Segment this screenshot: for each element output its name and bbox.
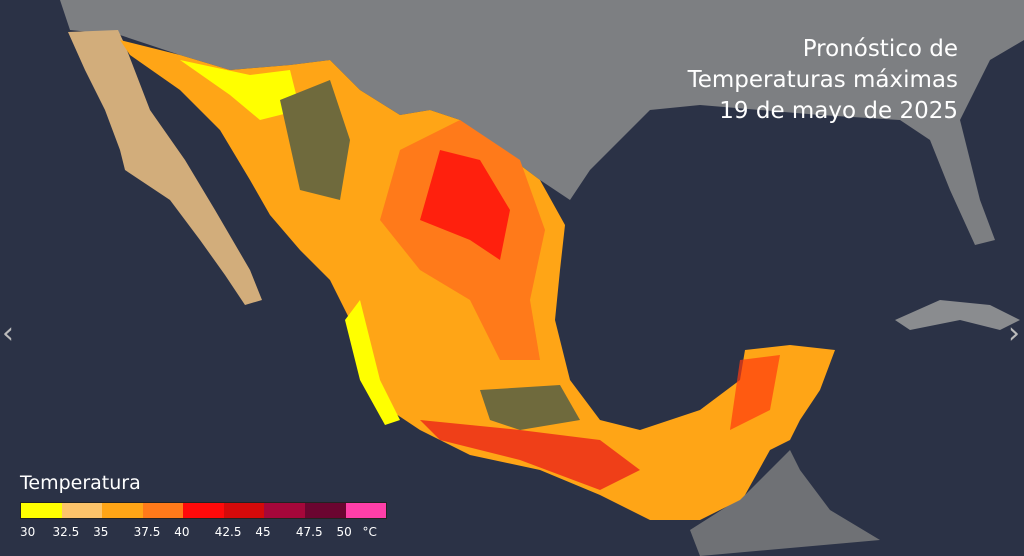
legend-tick: 32.5	[52, 525, 80, 539]
title-line-2: Temperaturas máximas	[687, 67, 958, 93]
yucatan-heat	[730, 355, 780, 430]
next-arrow-icon[interactable]: ›	[1008, 316, 1020, 351]
legend-title: Temperatura	[20, 472, 141, 494]
legend-tick: 30	[20, 525, 36, 539]
west-coast-yellow	[345, 300, 400, 425]
cool-coast	[180, 60, 300, 120]
legend-tick: 47.5	[295, 525, 323, 539]
central-america	[690, 450, 880, 556]
legend-swatch	[142, 503, 184, 518]
legend-tick: 45	[255, 525, 271, 539]
legend-swatch	[21, 503, 62, 518]
legend-swatch	[61, 503, 103, 518]
prev-arrow-icon[interactable]: ‹	[2, 316, 14, 351]
baja-california	[68, 30, 262, 305]
legend: Temperatura 30 32.5 35 37.5 40 42.5 45 47.5 50 °C	[20, 472, 420, 543]
cool-sierra	[280, 80, 350, 200]
legend-swatch	[183, 503, 224, 518]
legend-tick: 40	[174, 525, 190, 539]
legend-ticks: 30 32.5 35 37.5 40 42.5 45 47.5 50 °C	[20, 525, 420, 543]
legend-swatch	[345, 503, 387, 518]
legend-swatch	[223, 503, 265, 518]
legend-tick: 35	[93, 525, 109, 539]
legend-unit: °C	[362, 525, 377, 539]
title-line-3: 19 de mayo de 2025	[719, 98, 958, 124]
legend-colorbar	[20, 502, 387, 519]
legend-tick: 42.5	[214, 525, 242, 539]
usa-landmass	[60, 0, 1024, 245]
legend-swatch	[264, 503, 305, 518]
cuba	[895, 300, 1020, 330]
heat-zone-red	[420, 150, 510, 260]
heat-zone-south	[420, 420, 640, 490]
map-title: Pronóstico de Temperaturas máximas 19 de…	[688, 34, 958, 127]
legend-tick: 37.5	[133, 525, 161, 539]
heat-zone-north	[380, 120, 545, 360]
legend-swatch	[102, 503, 143, 518]
cool-highlands	[480, 385, 580, 430]
legend-swatch	[304, 503, 346, 518]
legend-tick: 50	[336, 525, 352, 539]
title-line-1: Pronóstico de	[802, 36, 958, 62]
